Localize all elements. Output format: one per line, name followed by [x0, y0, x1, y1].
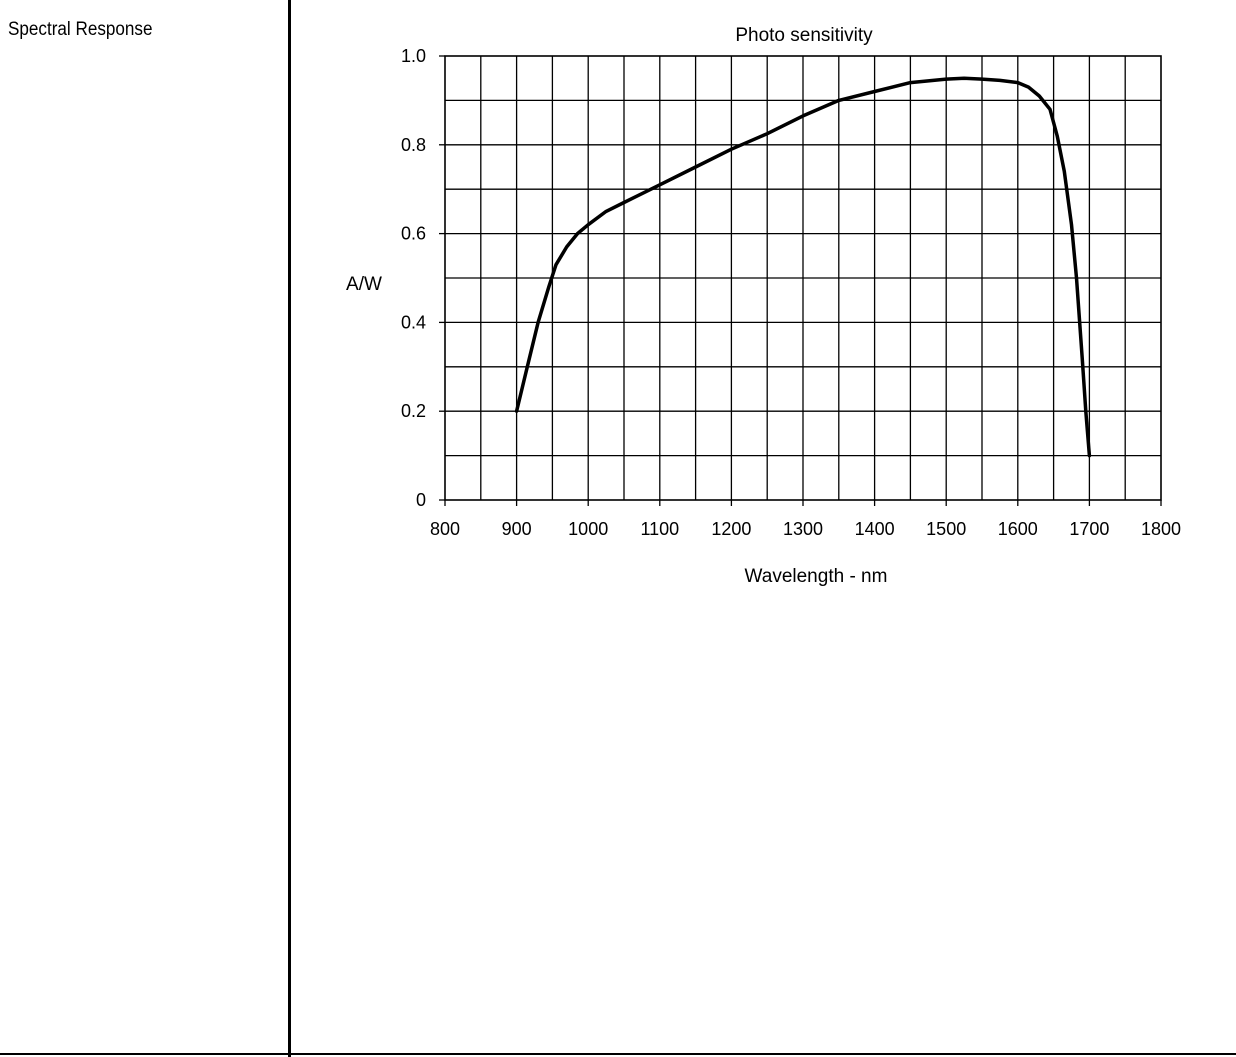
- x-tick-label: 800: [430, 519, 460, 539]
- section-label: Spectral Response: [8, 19, 153, 40]
- x-axis-label: Wavelength - nm: [745, 566, 888, 587]
- bottom-rule: [0, 1053, 1236, 1055]
- x-tick-label: 1000: [568, 519, 608, 539]
- y-tick-label: 1.0: [401, 46, 426, 66]
- series-line: [514, 76, 1092, 458]
- y-tick-label: 0.6: [401, 224, 426, 244]
- y-tick-label: 0.4: [401, 312, 426, 332]
- y-tick-labels: 0 0.2 0.4 0.6 0.8 1.0: [401, 46, 426, 510]
- x-tick-label: 1800: [1141, 519, 1181, 539]
- y-tick-label: 0.8: [401, 135, 426, 155]
- y-tick-label: 0: [416, 490, 426, 510]
- x-tick-labels: 800 900 1000 1100 1200 1300 1400 1500 1600 1700 18…: [430, 519, 1181, 539]
- x-tick-label: 1300: [783, 519, 823, 539]
- x-tick-label: 1400: [855, 519, 895, 539]
- y-tick-label: 0.2: [401, 401, 426, 421]
- x-tick-label: 1200: [711, 519, 751, 539]
- plot-frame: [439, 55, 1162, 506]
- y-axis-label: A/W: [346, 274, 382, 295]
- x-tick-label: 900: [502, 519, 532, 539]
- chart-title: Photo sensitivity: [735, 25, 873, 46]
- x-tick-label: 1600: [998, 519, 1038, 539]
- x-tick-label: 1100: [640, 519, 679, 539]
- column-divider: [288, 0, 291, 1057]
- x-tick-label: 1500: [926, 519, 966, 539]
- x-tick-label: 1700: [1069, 519, 1109, 539]
- grid: [445, 56, 1161, 500]
